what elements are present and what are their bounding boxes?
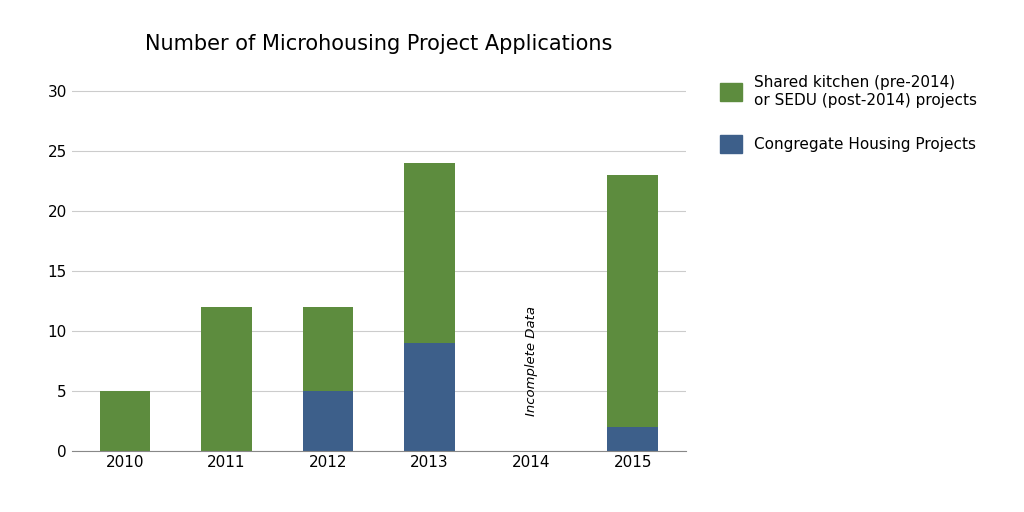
Title: Number of Microhousing Project Applications: Number of Microhousing Project Applicati… [145,34,612,54]
Bar [607,426,658,451]
Legend: Shared kitchen (pre-2014)
or SEDU (post-2014) projects, Congregate Housing Proje: Shared kitchen (pre-2014) or SEDU (post-… [714,69,983,159]
Bar [404,163,455,343]
Bar [303,391,353,451]
Bar [201,307,252,451]
Text: Incomplete Data: Incomplete Data [524,306,538,416]
Bar [404,343,455,451]
Bar [99,391,151,451]
Bar [303,307,353,391]
Bar [607,175,658,426]
